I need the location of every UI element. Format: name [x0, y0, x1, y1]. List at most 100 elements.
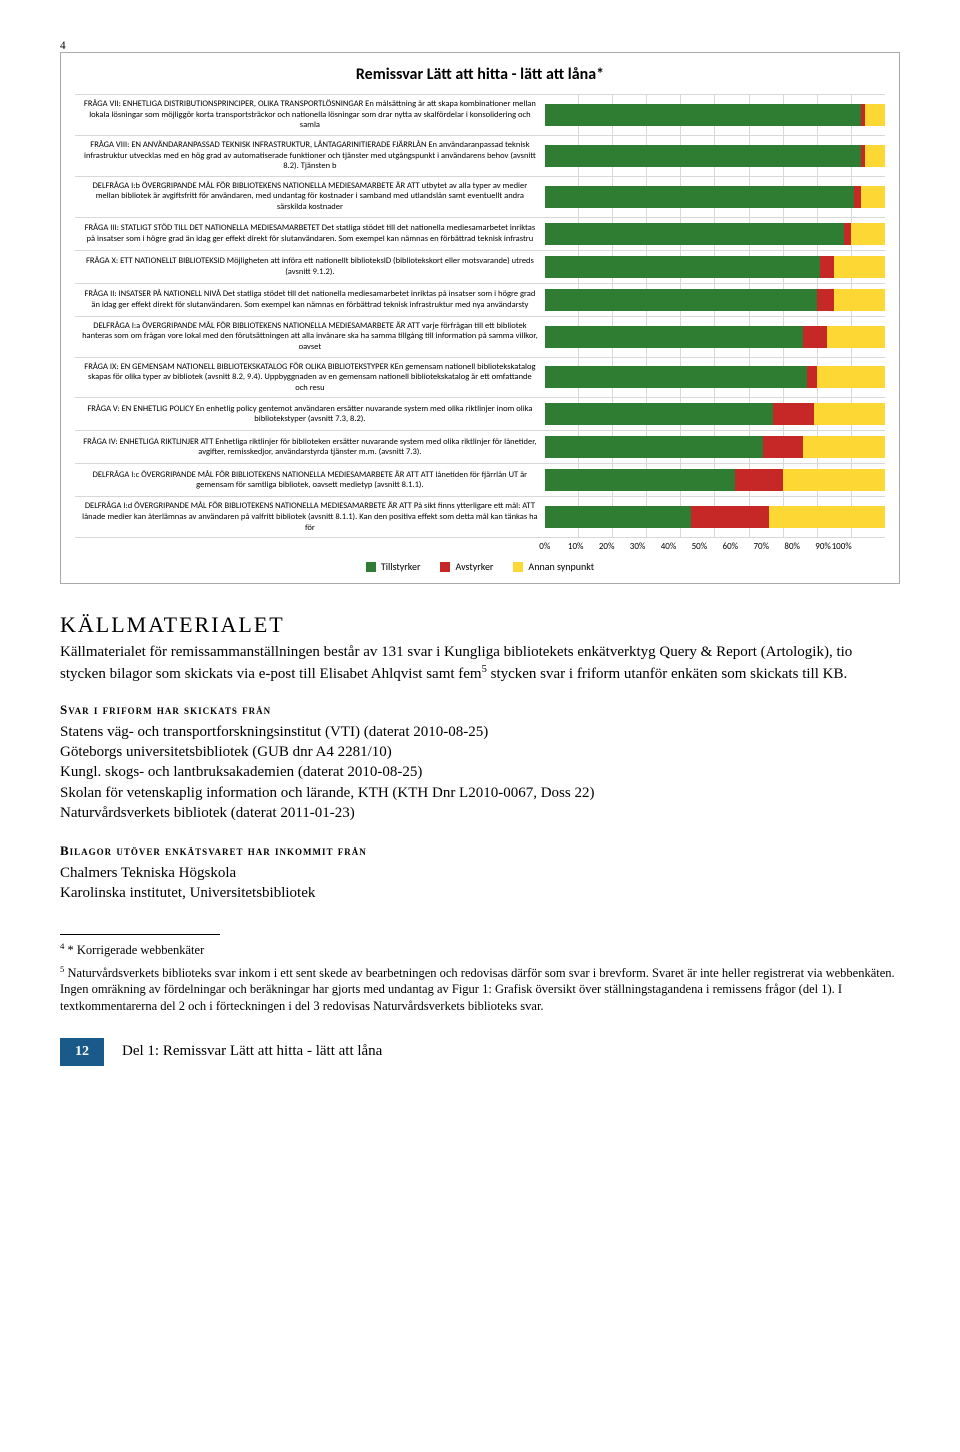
- bar-segment: [851, 223, 885, 245]
- stacked-bar: [545, 256, 885, 278]
- bar-segment: [545, 289, 817, 311]
- legend-swatch: [513, 562, 523, 572]
- bar-segment: [545, 223, 844, 245]
- chart-row-label: FRÅGA X: ETT NATIONELLT BIBLIOTEKSID Möj…: [75, 251, 545, 283]
- bar-segment: [817, 366, 885, 388]
- chart-title: Remissvar Lätt att hitta - lätt att låna…: [75, 65, 885, 84]
- chart-bar-area: [545, 431, 885, 463]
- legend-label: Avstyrker: [455, 560, 493, 573]
- top-footnote-ref: 4: [60, 40, 900, 52]
- chart-row-label: DELFRÅGA I:c ÖVERGRIPANDE MÅL FÖR BIBLIO…: [75, 464, 545, 496]
- chart-bar-area: [545, 464, 885, 496]
- chart-row: DELFRÅGA I:a ÖVERGRIPANDE MÅL FÖR BIBLIO…: [75, 316, 885, 357]
- bar-segment: [827, 326, 885, 348]
- chart-row: DELFRÅGA I:c ÖVERGRIPANDE MÅL FÖR BIBLIO…: [75, 463, 885, 496]
- list-item: Skolan för vetenskaplig information och …: [60, 783, 900, 803]
- bar-segment: [817, 289, 834, 311]
- legend-label: Tillstyrker: [381, 560, 421, 573]
- stacked-bar: [545, 469, 885, 491]
- stacked-bar: [545, 506, 885, 528]
- bar-segment: [861, 186, 885, 208]
- bar-segment: [803, 326, 827, 348]
- chart-row-label: DELFRÅGA I:a ÖVERGRIPANDE MÅL FÖR BIBLIO…: [75, 317, 545, 357]
- stacked-bar: [545, 104, 885, 126]
- bar-segment: [545, 403, 773, 425]
- bar-segment: [773, 403, 814, 425]
- list-item: Göteborgs universitetsbibliotek (GUB dnr…: [60, 742, 900, 762]
- chart-row: FRÅGA VII: ENHETLIGA DISTRIBUTIONSPRINCI…: [75, 94, 885, 135]
- chart-row: FRÅGA IV: ENHETLIGA RIKTLINJER ATT Enhet…: [75, 430, 885, 463]
- axis-tick: 40%: [653, 541, 684, 552]
- stacked-bar: [545, 436, 885, 458]
- chart-bar-area: [545, 497, 885, 537]
- legend-swatch: [366, 562, 376, 572]
- stacked-bar: [545, 186, 885, 208]
- bar-segment: [545, 104, 861, 126]
- list-item: Kungl. skogs- och lantbruksakademien (da…: [60, 762, 900, 782]
- subsection-heading: Bilagor utöver enkätsvaret har inkommit …: [60, 843, 900, 859]
- bar-segment: [545, 366, 807, 388]
- list-item: Karolinska institutet, Universitetsbibli…: [60, 883, 900, 903]
- stacked-bar: [545, 223, 885, 245]
- axis-tick: 70%: [746, 541, 777, 552]
- footnote: 4 * Korrigerade webbenkäter: [60, 941, 900, 958]
- footnote: 5 Naturvårdsverkets biblioteks svar inko…: [60, 964, 900, 1014]
- chart-bar-area: [545, 284, 885, 316]
- stacked-bar: [545, 326, 885, 348]
- axis-tick: 50%: [684, 541, 715, 552]
- page: 4 Remissvar Lätt att hitta - lätt att lå…: [0, 0, 960, 1086]
- bar-segment: [814, 403, 885, 425]
- body-text-span: stycken svar i friform utanför enkäten s…: [487, 666, 847, 682]
- chart-row-label: FRÅGA V: EN ENHETLIG POLICY En enhetlig …: [75, 398, 545, 430]
- legend-item: Annan synpunkt: [513, 560, 594, 573]
- chart-bar-area: [545, 218, 885, 250]
- axis-tick: 20%: [591, 541, 622, 552]
- chart-container: Remissvar Lätt att hitta - lätt att låna…: [60, 52, 900, 584]
- bar-segment: [545, 186, 855, 208]
- chart-row: FRÅGA IX: EN GEMENSAM NATIONELL BIBLIOTE…: [75, 357, 885, 398]
- legend-item: Avstyrker: [440, 560, 493, 573]
- bar-segment: [783, 469, 885, 491]
- chart-row-label: FRÅGA VIII: EN ANVÄNDARANPASSAD TEKNISK …: [75, 136, 545, 176]
- page-footer: 12 Del 1: Remissvar Lätt att hitta - lät…: [60, 1038, 900, 1066]
- bar-segment: [691, 506, 769, 528]
- chart-row: DELFRÅGA I:d ÖVERGRIPANDE MÅL FÖR BIBLIO…: [75, 496, 885, 538]
- chart-row-label: DELFRÅGA I:d ÖVERGRIPANDE MÅL FÖR BIBLIO…: [75, 497, 545, 537]
- chart-row: FRÅGA III: STATLIGT STÖD TILL DET NATION…: [75, 217, 885, 250]
- list-item: Statens väg- och transportforskningsinst…: [60, 722, 900, 742]
- legend-item: Tillstyrker: [366, 560, 421, 573]
- bar-segment: [820, 256, 834, 278]
- chart-row: FRÅGA II: INSATSER PÅ NATIONELL NIVÅ Det…: [75, 283, 885, 316]
- attachment-list: Chalmers Tekniska HögskolaKarolinska ins…: [60, 863, 900, 904]
- bar-segment: [807, 366, 817, 388]
- axis-tick: 80%: [777, 541, 808, 552]
- page-number: 12: [60, 1038, 104, 1066]
- chart-bar-area: [545, 398, 885, 430]
- bar-segment: [844, 223, 851, 245]
- chart-row-label: FRÅGA IX: EN GEMENSAM NATIONELL BIBLIOTE…: [75, 358, 545, 398]
- chart-bar-area: [545, 358, 885, 398]
- chart-bar-area: [545, 136, 885, 176]
- bar-segment: [769, 506, 885, 528]
- bar-segment: [865, 104, 885, 126]
- chart-row: FRÅGA VIII: EN ANVÄNDARANPASSAD TEKNISK …: [75, 135, 885, 176]
- legend-label: Annan synpunkt: [528, 560, 594, 573]
- chart-row-label: FRÅGA VII: ENHETLIGA DISTRIBUTIONSPRINCI…: [75, 95, 545, 135]
- footnote-separator: [60, 934, 220, 935]
- stacked-bar: [545, 403, 885, 425]
- chart-row: FRÅGA X: ETT NATIONELLT BIBLIOTEKSID Möj…: [75, 250, 885, 283]
- bar-segment: [545, 145, 861, 167]
- axis-tick: 0%: [529, 541, 560, 552]
- bar-segment: [545, 469, 736, 491]
- chart-row-label: FRÅGA III: STATLIGT STÖD TILL DET NATION…: [75, 218, 545, 250]
- body-paragraph: Källmaterialet för remissammanställninge…: [60, 642, 900, 684]
- chart-row-label: FRÅGA IV: ENHETLIGA RIKTLINJER ATT Enhet…: [75, 431, 545, 463]
- bar-segment: [834, 289, 885, 311]
- chart-bar-area: [545, 177, 885, 217]
- chart-x-axis: 0%10%20%30%40%50%60%70%80%90%100%: [545, 538, 885, 552]
- axis-tick: 30%: [622, 541, 653, 552]
- bar-segment: [865, 145, 885, 167]
- axis-tick: 10%: [560, 541, 591, 552]
- bar-segment: [735, 469, 783, 491]
- axis-tick: 100%: [826, 541, 857, 552]
